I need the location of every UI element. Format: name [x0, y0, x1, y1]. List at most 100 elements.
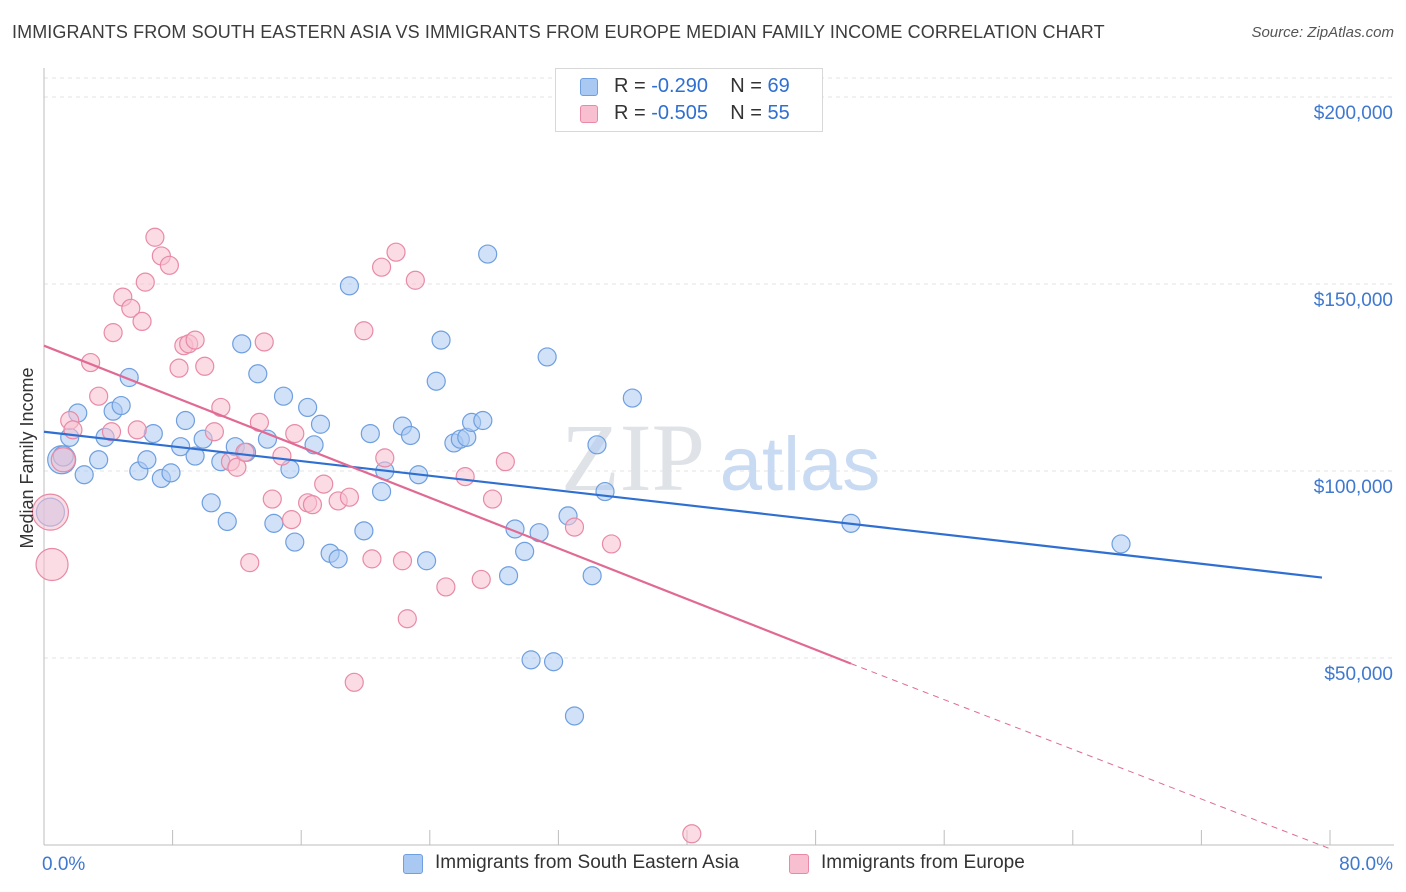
source-label: Source: ZipAtlas.com: [1251, 24, 1394, 41]
data-point: [285, 424, 305, 444]
series-sea-points: [35, 244, 1131, 726]
data-point: [1111, 534, 1131, 554]
data-point: [400, 425, 421, 446]
y-tick-label: $50,000: [1324, 664, 1393, 685]
data-point: [254, 332, 274, 352]
data-point: [473, 410, 493, 431]
data-point: [360, 424, 380, 444]
data-point: [89, 450, 109, 470]
correlation-legend: R = -0.290 N = 69 R = -0.505 N = 55: [555, 68, 823, 132]
watermark-atlas: atlas: [720, 422, 881, 507]
data-point: [482, 489, 503, 509]
data-point: [31, 493, 70, 531]
data-point: [89, 386, 109, 406]
data-point: [416, 551, 437, 571]
legend-n-value: 55: [767, 102, 790, 124]
trend-layer: [43, 344, 1331, 850]
data-point: [143, 424, 163, 444]
legend-r-label: R =: [614, 102, 646, 124]
data-point: [392, 551, 413, 571]
data-point: [74, 465, 94, 485]
data-point: [264, 513, 284, 533]
data-point: [564, 517, 585, 537]
data-point: [248, 364, 268, 384]
data-point: [344, 672, 364, 692]
data-point: [515, 541, 535, 562]
legend-r-value: -0.290: [651, 75, 708, 97]
data-point: [161, 463, 181, 483]
data-point: [339, 487, 360, 507]
data-point: [272, 446, 292, 466]
data-point: [201, 493, 221, 513]
data-point: [169, 358, 189, 378]
data-point: [314, 474, 334, 494]
data-point: [35, 547, 69, 582]
data-point: [175, 410, 196, 431]
data-point: [371, 257, 392, 277]
data-point: [339, 276, 360, 296]
data-point: [262, 489, 282, 509]
chart-title: IMMIGRANTS FROM SOUTH EASTERN ASIA VS IM…: [12, 22, 1105, 42]
legend-swatch-europe: [580, 105, 598, 123]
legend-r-value: -0.505: [651, 102, 708, 124]
data-point: [111, 395, 131, 416]
y-tick-label: $100,000: [1314, 477, 1393, 498]
data-point: [185, 330, 205, 350]
data-point: [354, 521, 374, 541]
data-point: [50, 447, 76, 473]
legend-n-label: N =: [730, 102, 762, 124]
data-point: [227, 457, 247, 477]
legend-n-value: 69: [767, 75, 790, 97]
data-point: [682, 824, 702, 844]
legend-label-sea: Immigrants from South Eastern Asia: [435, 852, 740, 873]
data-point: [436, 577, 456, 597]
legend-n-label: N =: [730, 75, 762, 97]
data-point: [132, 311, 152, 331]
legend-swatch-sea: [580, 78, 598, 96]
data-point: [204, 422, 224, 442]
data-point: [595, 481, 615, 502]
data-point: [582, 566, 602, 586]
data-point: [405, 270, 425, 290]
data-point: [455, 467, 475, 487]
series-legend: Immigrants from South Eastern Asia Immig…: [0, 850, 1406, 880]
y-tick-label: $200,000: [1314, 103, 1393, 124]
data-point: [622, 388, 642, 408]
data-point: [521, 650, 541, 670]
data-point: [185, 446, 205, 466]
data-point: [302, 495, 323, 515]
data-point: [431, 330, 451, 350]
trend-line-europe-extrapolated: [850, 663, 1331, 850]
data-point: [217, 511, 237, 532]
data-point: [426, 371, 446, 391]
data-point: [587, 435, 607, 455]
data-point: [362, 549, 382, 569]
data-point: [375, 448, 395, 468]
data-point: [195, 356, 215, 376]
watermark-zip: ZIP: [561, 404, 705, 511]
trend-line-sea: [43, 430, 1323, 579]
points-layer: [31, 227, 1131, 844]
x-tick-label-max: 80.0%: [1339, 854, 1393, 875]
legend-swatch-sea: [403, 854, 423, 874]
data-point: [232, 334, 252, 354]
labels-layer: $50,000 $100,000 $150,000 $200,000 0.0% 80.0%…: [17, 103, 1393, 875]
data-point: [159, 255, 179, 275]
trend-line-europe: [43, 344, 852, 665]
y-axis-label: Median Family Income: [17, 367, 37, 548]
watermark: ZIP atlas: [561, 404, 880, 511]
data-point: [498, 566, 519, 586]
data-point: [328, 549, 348, 569]
data-point: [101, 422, 122, 442]
data-point: [298, 397, 318, 418]
data-point: [273, 386, 294, 406]
data-point: [386, 242, 406, 262]
y-tick-label: $150,000: [1314, 290, 1393, 311]
data-point: [537, 347, 557, 367]
data-point: [601, 534, 622, 554]
data-point: [397, 609, 417, 629]
data-point: [103, 323, 123, 343]
data-point: [137, 450, 157, 470]
data-point: [310, 414, 331, 434]
